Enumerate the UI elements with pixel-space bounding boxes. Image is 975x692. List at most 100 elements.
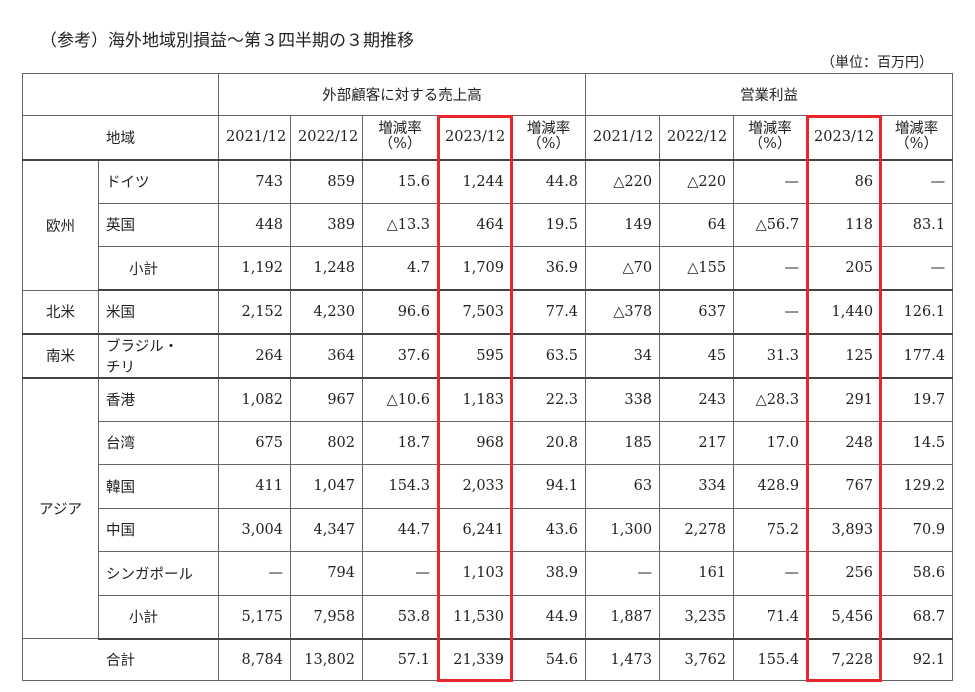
cell-value: 4,347 [290,507,363,552]
cell-value: 364 [290,333,363,379]
cell-value: 94.1 [510,464,587,509]
cell-value: 1,440 [806,289,882,335]
cell-value: 19.7 [880,377,954,422]
row-name: シンガポール [98,551,219,596]
cell-value: 2,152 [218,289,291,335]
cell-value: 595 [437,333,512,379]
column-header: 2022/12 [659,115,735,161]
cell-value: 36.9 [510,246,587,291]
cell-value: 44.7 [362,507,438,552]
cell-value: 7,503 [437,289,512,335]
cell-value: 71.4 [733,594,808,640]
cell-value: 31.3 [733,333,808,379]
cell-value: 118 [806,202,882,247]
row-name: ブラジル・ チリ [98,333,219,379]
cell-value: — [733,289,808,335]
cell-value: 77.4 [510,289,587,335]
cell-value: 53.8 [362,594,438,640]
region-name: 南米 [22,333,99,379]
row-name: 小計 [98,246,219,291]
cell-value: 6,241 [437,507,512,552]
cell-value: △220 [585,159,661,204]
cell-value: 3,893 [806,507,882,552]
cell-value: 45 [659,333,735,379]
region-name: 欧州 [22,159,99,291]
unit-note: （単位：百万円） [821,55,933,71]
cell-value: 248 [806,420,882,465]
cell-value: 1,887 [585,594,661,640]
cell-value: △13.3 [362,202,438,247]
total-name: 合計 [22,638,219,681]
cell-value: 18.7 [362,420,438,465]
cell-value: 8,784 [218,638,291,681]
cell-value: 967 [290,377,363,422]
cell-value: 125 [806,333,882,379]
cell-value: △220 [659,159,735,204]
cell-value: — [218,551,291,596]
cell-value: 5,175 [218,594,291,640]
cell-value: 68.7 [880,594,954,640]
table-row: 台湾 675 802 18.7 968 20.8 185 217 17.0 248 14.5 [23,420,954,465]
cell-value: 63 [585,464,661,509]
cell-value: 22.3 [510,377,587,422]
cell-value: 44.9 [510,594,587,640]
cell-value: 154.3 [362,464,438,509]
title: （参考）海外地域別損益～第３四半期の３期推移 [40,31,414,51]
cell-value: 126.1 [880,289,954,335]
row-name: 韓国 [98,464,219,509]
cell-value: 44.8 [510,159,587,204]
cell-value: 3,004 [218,507,291,552]
table-row: 外部顧客に対する売上高 営業利益 [22,73,954,116]
table-row: 合計 8,784 13,802 57.1 21,339 54.6 1,473 3,762 155… [22,638,954,681]
table-row: 韓国 411 1,047 154.3 2,033 94.1 63 334 428.9 767 129… [23,464,954,509]
cell-value: 743 [218,159,291,204]
cell-value: 7,958 [290,594,363,640]
cell-value: 14.5 [880,420,954,465]
region-header: 地域 [22,115,219,161]
cell-value: 2,033 [437,464,512,509]
cell-value: 217 [659,420,735,465]
cell-value: △10.6 [362,377,438,422]
cell-value: 411 [218,464,291,509]
cell-value: — [733,246,808,291]
cell-value: 15.6 [362,159,438,204]
cell-value: 64 [659,202,735,247]
cell-value: 1,082 [218,377,291,422]
cell-value: 243 [659,377,735,422]
cell-value: 675 [218,420,291,465]
cell-value: 1,047 [290,464,363,509]
cell-value: 264 [218,333,291,379]
cell-value: △155 [659,246,735,291]
column-header: 2022/12 [290,115,363,161]
cell-value: 37.6 [362,333,438,379]
cell-value: 802 [290,420,363,465]
cell-value: 2,278 [659,507,735,552]
cell-value: 185 [585,420,661,465]
cell-value: 13,802 [290,638,363,681]
cell-value: 54.6 [510,638,587,681]
column-header: 2023/12 [437,115,512,161]
cell-value: 161 [659,551,735,596]
cell-value: — [585,551,661,596]
cell-value: 389 [290,202,363,247]
column-header: 増減率 （%） [362,115,438,161]
table-row: シンガポール —794—1,103 38.9—161—256 58.6 [23,551,954,596]
group-header: 営業利益 [585,73,954,116]
cell-value: 256 [806,551,882,596]
cell-value: 637 [659,289,735,335]
cell-value: 1,473 [585,638,661,681]
cell-value: △56.7 [733,202,808,247]
cell-value: 5,456 [806,594,882,640]
regional-table: 外部顧客に対する売上高 営業利益 地域 2021/12 2022/12 増減率 （%） 20… [22,73,954,681]
cell-value: 58.6 [880,551,954,596]
cell-value: 338 [585,377,661,422]
row-name: 小計 [98,594,219,640]
row-name: 香港 [98,377,219,422]
cell-value: 1,300 [585,507,661,552]
cell-value: △378 [585,289,661,335]
table-row: アジア 香港 1,082 967 △10.6 1,183 22.3 338 243 △28.3 29… [22,377,954,639]
row-name: 米国 [98,289,219,335]
table-row: 小計 1,192 1,248 4.7 1,709 36.9 △70 △155—205— [23,246,954,291]
cell-value: △70 [585,246,661,291]
